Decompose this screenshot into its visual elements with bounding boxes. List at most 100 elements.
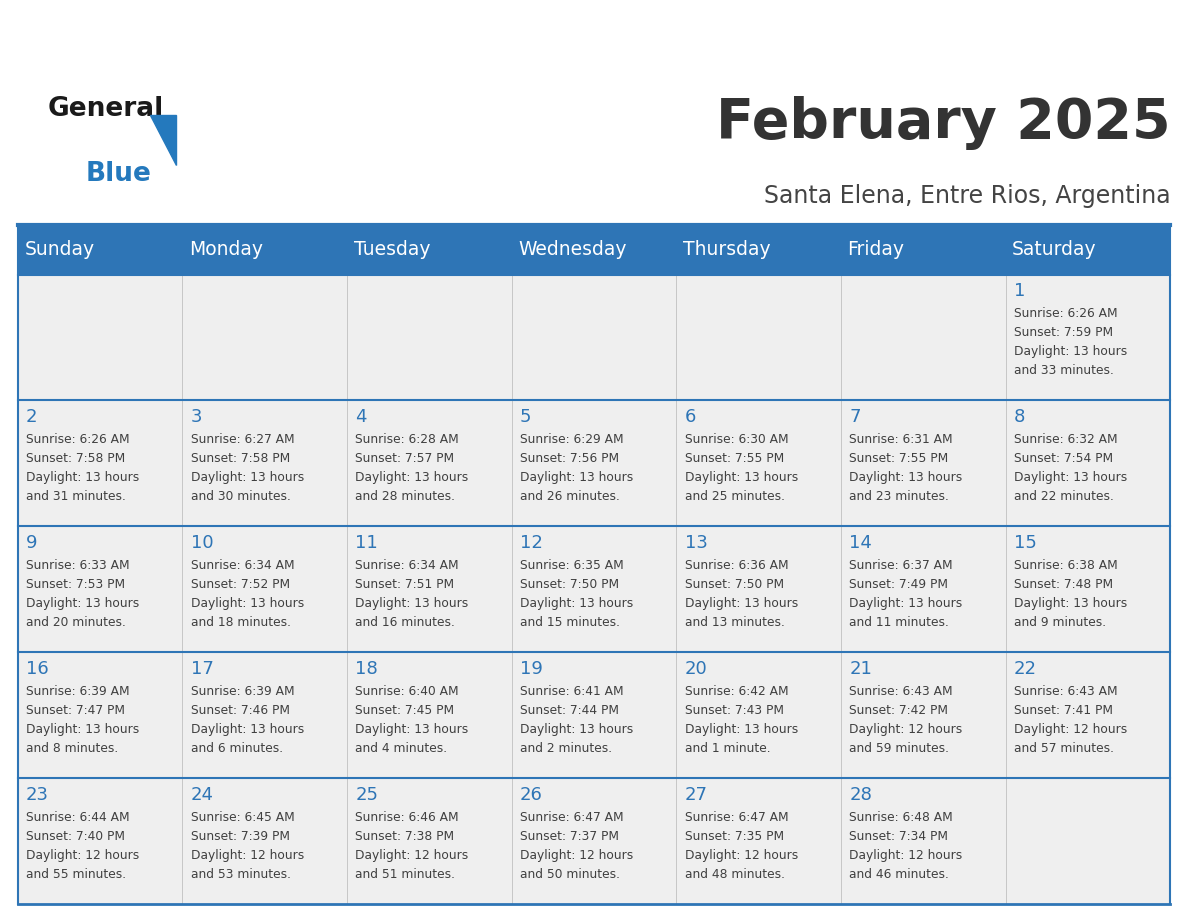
Bar (347, 274, 512, 400)
Text: Sunrise: 6:26 AM
Sunset: 7:58 PM
Daylight: 13 hours
and 31 minutes.: Sunrise: 6:26 AM Sunset: 7:58 PM Dayligh… (26, 433, 139, 503)
Bar (18, 274, 183, 400)
Bar (18, 778, 183, 904)
Text: Sunrise: 6:33 AM
Sunset: 7:53 PM
Daylight: 13 hours
and 20 minutes.: Sunrise: 6:33 AM Sunset: 7:53 PM Dayligh… (26, 559, 139, 629)
Text: Sunrise: 6:39 AM
Sunset: 7:46 PM
Daylight: 13 hours
and 6 minutes.: Sunrise: 6:39 AM Sunset: 7:46 PM Dayligh… (190, 685, 304, 756)
Bar (512, 274, 676, 400)
Text: Sunday: Sunday (25, 241, 95, 259)
Text: Sunrise: 6:39 AM
Sunset: 7:47 PM
Daylight: 13 hours
and 8 minutes.: Sunrise: 6:39 AM Sunset: 7:47 PM Dayligh… (26, 685, 139, 756)
Bar (183, 653, 347, 778)
Text: Sunrise: 6:32 AM
Sunset: 7:54 PM
Daylight: 13 hours
and 22 minutes.: Sunrise: 6:32 AM Sunset: 7:54 PM Dayligh… (1013, 433, 1127, 503)
Text: Sunrise: 6:43 AM
Sunset: 7:41 PM
Daylight: 12 hours
and 57 minutes.: Sunrise: 6:43 AM Sunset: 7:41 PM Dayligh… (1013, 685, 1127, 756)
Text: 16: 16 (26, 660, 49, 677)
Bar (841, 400, 1005, 526)
Text: Sunrise: 6:27 AM
Sunset: 7:58 PM
Daylight: 13 hours
and 30 minutes.: Sunrise: 6:27 AM Sunset: 7:58 PM Dayligh… (190, 433, 304, 503)
Text: General: General (48, 96, 164, 122)
Text: Sunrise: 6:31 AM
Sunset: 7:55 PM
Daylight: 13 hours
and 23 minutes.: Sunrise: 6:31 AM Sunset: 7:55 PM Dayligh… (849, 433, 962, 503)
Text: Sunrise: 6:38 AM
Sunset: 7:48 PM
Daylight: 13 hours
and 9 minutes.: Sunrise: 6:38 AM Sunset: 7:48 PM Dayligh… (1013, 559, 1127, 629)
Bar (347, 526, 512, 653)
Text: Wednesday: Wednesday (518, 241, 627, 259)
Bar (676, 653, 841, 778)
Text: 3: 3 (190, 408, 202, 426)
Text: 5: 5 (520, 408, 531, 426)
Text: Sunrise: 6:44 AM
Sunset: 7:40 PM
Daylight: 12 hours
and 55 minutes.: Sunrise: 6:44 AM Sunset: 7:40 PM Dayligh… (26, 811, 139, 881)
Text: Blue: Blue (86, 161, 151, 186)
Text: Tuesday: Tuesday (354, 241, 430, 259)
Bar (512, 778, 676, 904)
Bar (512, 400, 676, 526)
Text: Sunrise: 6:35 AM
Sunset: 7:50 PM
Daylight: 13 hours
and 15 minutes.: Sunrise: 6:35 AM Sunset: 7:50 PM Dayligh… (520, 559, 633, 629)
Text: 12: 12 (520, 534, 543, 552)
Text: 22: 22 (1013, 660, 1037, 677)
Bar (18, 400, 183, 526)
Text: 18: 18 (355, 660, 378, 677)
Bar (512, 653, 676, 778)
Text: 28: 28 (849, 786, 872, 804)
Text: Sunrise: 6:34 AM
Sunset: 7:51 PM
Daylight: 13 hours
and 16 minutes.: Sunrise: 6:34 AM Sunset: 7:51 PM Dayligh… (355, 559, 468, 629)
Bar (18, 225, 1170, 274)
Bar (676, 778, 841, 904)
Text: 27: 27 (684, 786, 708, 804)
Text: Friday: Friday (847, 241, 904, 259)
Bar (183, 400, 347, 526)
Bar (1005, 274, 1170, 400)
Text: 6: 6 (684, 408, 696, 426)
Bar (676, 526, 841, 653)
Bar (512, 526, 676, 653)
Text: 23: 23 (26, 786, 49, 804)
Text: Sunrise: 6:47 AM
Sunset: 7:35 PM
Daylight: 12 hours
and 48 minutes.: Sunrise: 6:47 AM Sunset: 7:35 PM Dayligh… (684, 811, 798, 881)
Text: 21: 21 (849, 660, 872, 677)
Text: 2: 2 (26, 408, 38, 426)
Text: 11: 11 (355, 534, 378, 552)
Text: Sunrise: 6:47 AM
Sunset: 7:37 PM
Daylight: 12 hours
and 50 minutes.: Sunrise: 6:47 AM Sunset: 7:37 PM Dayligh… (520, 811, 633, 881)
Bar (841, 778, 1005, 904)
Bar (841, 274, 1005, 400)
Text: Sunrise: 6:46 AM
Sunset: 7:38 PM
Daylight: 12 hours
and 51 minutes.: Sunrise: 6:46 AM Sunset: 7:38 PM Dayligh… (355, 811, 468, 881)
Bar (183, 274, 347, 400)
Text: 17: 17 (190, 660, 214, 677)
Text: Santa Elena, Entre Rios, Argentina: Santa Elena, Entre Rios, Argentina (764, 184, 1170, 207)
Bar (347, 400, 512, 526)
Bar (841, 653, 1005, 778)
Text: Sunrise: 6:40 AM
Sunset: 7:45 PM
Daylight: 13 hours
and 4 minutes.: Sunrise: 6:40 AM Sunset: 7:45 PM Dayligh… (355, 685, 468, 756)
Text: Sunrise: 6:41 AM
Sunset: 7:44 PM
Daylight: 13 hours
and 2 minutes.: Sunrise: 6:41 AM Sunset: 7:44 PM Dayligh… (520, 685, 633, 756)
Text: 14: 14 (849, 534, 872, 552)
Bar (1005, 400, 1170, 526)
Bar (1005, 526, 1170, 653)
Text: 24: 24 (190, 786, 214, 804)
Text: Sunrise: 6:43 AM
Sunset: 7:42 PM
Daylight: 12 hours
and 59 minutes.: Sunrise: 6:43 AM Sunset: 7:42 PM Dayligh… (849, 685, 962, 756)
Bar (347, 778, 512, 904)
Text: Sunrise: 6:28 AM
Sunset: 7:57 PM
Daylight: 13 hours
and 28 minutes.: Sunrise: 6:28 AM Sunset: 7:57 PM Dayligh… (355, 433, 468, 503)
Text: February 2025: February 2025 (715, 96, 1170, 151)
Text: Sunrise: 6:48 AM
Sunset: 7:34 PM
Daylight: 12 hours
and 46 minutes.: Sunrise: 6:48 AM Sunset: 7:34 PM Dayligh… (849, 811, 962, 881)
Text: Sunrise: 6:37 AM
Sunset: 7:49 PM
Daylight: 13 hours
and 11 minutes.: Sunrise: 6:37 AM Sunset: 7:49 PM Dayligh… (849, 559, 962, 629)
Text: 13: 13 (684, 534, 707, 552)
Text: Sunrise: 6:26 AM
Sunset: 7:59 PM
Daylight: 13 hours
and 33 minutes.: Sunrise: 6:26 AM Sunset: 7:59 PM Dayligh… (1013, 308, 1127, 377)
Bar (841, 526, 1005, 653)
Text: Monday: Monday (189, 241, 263, 259)
Text: 19: 19 (520, 660, 543, 677)
Text: Saturday: Saturday (1012, 241, 1097, 259)
Bar (183, 526, 347, 653)
Text: Sunrise: 6:30 AM
Sunset: 7:55 PM
Daylight: 13 hours
and 25 minutes.: Sunrise: 6:30 AM Sunset: 7:55 PM Dayligh… (684, 433, 798, 503)
Text: Thursday: Thursday (683, 241, 771, 259)
Bar (1005, 778, 1170, 904)
Text: 8: 8 (1013, 408, 1025, 426)
Bar (676, 274, 841, 400)
Bar (18, 653, 183, 778)
Text: 7: 7 (849, 408, 860, 426)
Bar (676, 400, 841, 526)
Bar (347, 653, 512, 778)
Text: 9: 9 (26, 534, 38, 552)
Text: 26: 26 (520, 786, 543, 804)
Bar (183, 778, 347, 904)
Text: 1: 1 (1013, 282, 1025, 300)
Text: Sunrise: 6:34 AM
Sunset: 7:52 PM
Daylight: 13 hours
and 18 minutes.: Sunrise: 6:34 AM Sunset: 7:52 PM Dayligh… (190, 559, 304, 629)
Text: 20: 20 (684, 660, 707, 677)
Text: Sunrise: 6:42 AM
Sunset: 7:43 PM
Daylight: 13 hours
and 1 minute.: Sunrise: 6:42 AM Sunset: 7:43 PM Dayligh… (684, 685, 798, 756)
Text: Sunrise: 6:36 AM
Sunset: 7:50 PM
Daylight: 13 hours
and 13 minutes.: Sunrise: 6:36 AM Sunset: 7:50 PM Dayligh… (684, 559, 798, 629)
Bar (1005, 653, 1170, 778)
Bar (18, 526, 183, 653)
Text: Sunrise: 6:45 AM
Sunset: 7:39 PM
Daylight: 12 hours
and 53 minutes.: Sunrise: 6:45 AM Sunset: 7:39 PM Dayligh… (190, 811, 304, 881)
Text: Sunrise: 6:29 AM
Sunset: 7:56 PM
Daylight: 13 hours
and 26 minutes.: Sunrise: 6:29 AM Sunset: 7:56 PM Dayligh… (520, 433, 633, 503)
Text: 10: 10 (190, 534, 214, 552)
